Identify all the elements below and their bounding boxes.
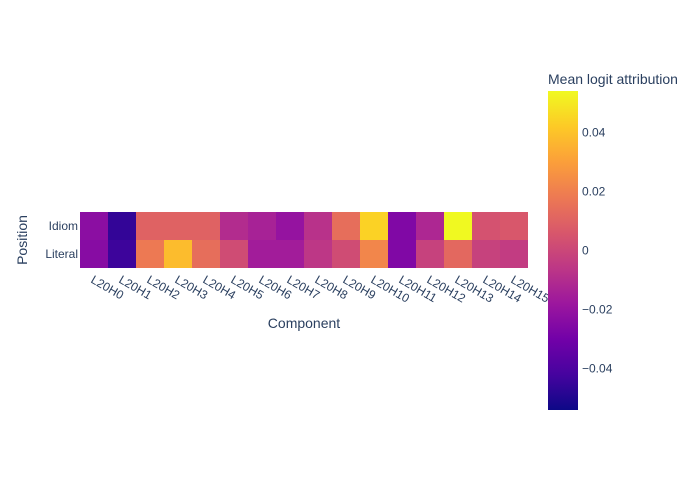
heatmap-cell-literal-l20h7 xyxy=(276,240,304,268)
heatmap-cell-literal-l20h8 xyxy=(304,240,332,268)
heatmap-cell-literal-l20h13 xyxy=(444,240,472,268)
heatmap-cell-literal-l20h5 xyxy=(220,240,248,268)
heatmap-cell-idiom-l20h3 xyxy=(164,212,192,240)
heatmap-cell-literal-l20h9 xyxy=(332,240,360,268)
heatmap-cell-idiom-l20h6 xyxy=(248,212,276,240)
heatmap-cell-literal-l20h4 xyxy=(192,240,220,268)
heatmap-cell-literal-l20h10 xyxy=(360,240,388,268)
colorbar-tick-label: 0 xyxy=(582,244,589,258)
colorbar-tick-label: 0.02 xyxy=(582,184,606,198)
heatmap-cell-idiom-l20h12 xyxy=(416,212,444,240)
heatmap-cell-literal-l20h0 xyxy=(80,240,108,268)
heatmap-cell-literal-l20h11 xyxy=(388,240,416,268)
heatmap-cells xyxy=(80,212,528,268)
y-tick-labels: Idiom Literal xyxy=(45,219,78,261)
x-axis-title: Component xyxy=(268,315,340,331)
colorbar-ticks: 0.04 0.02 0 −0.02 −0.04 xyxy=(582,125,613,375)
heatmap-cell-literal-l20h3 xyxy=(164,240,192,268)
heatmap-cell-literal-l20h1 xyxy=(108,240,136,268)
heatmap-cell-idiom-l20h7 xyxy=(276,212,304,240)
heatmap-cell-literal-l20h2 xyxy=(136,240,164,268)
heatmap-cell-idiom-l20h5 xyxy=(220,212,248,240)
colorbar-gradient xyxy=(548,91,578,410)
heatmap-cell-idiom-l20h1 xyxy=(108,212,136,240)
heatmap-cell-idiom-l20h14 xyxy=(472,212,500,240)
heatmap-cell-idiom-l20h15 xyxy=(500,212,528,240)
heatmap-cell-idiom-l20h9 xyxy=(332,212,360,240)
heatmap-cell-idiom-l20h10 xyxy=(360,212,388,240)
heatmap-cell-idiom-l20h0 xyxy=(80,212,108,240)
heatmap-cell-literal-l20h12 xyxy=(416,240,444,268)
colorbar-tick-label: 0.04 xyxy=(582,125,606,139)
colorbar-tick-label: −0.02 xyxy=(582,303,613,317)
heatmap-cell-idiom-l20h11 xyxy=(388,212,416,240)
heatmap-cell-literal-l20h6 xyxy=(248,240,276,268)
heatmap-cell-literal-l20h15 xyxy=(500,240,528,268)
colorbar-title: Mean logit attribution xyxy=(548,71,678,87)
heatmap-cell-idiom-l20h13 xyxy=(444,212,472,240)
y-tick-label: Literal xyxy=(45,247,78,261)
y-axis-title: Position xyxy=(14,215,30,265)
heatmap-cell-idiom-l20h4 xyxy=(192,212,220,240)
y-tick-label: Idiom xyxy=(49,219,78,233)
heatmap-cell-idiom-l20h8 xyxy=(304,212,332,240)
heatmap-cell-idiom-l20h2 xyxy=(136,212,164,240)
colorbar-tick-label: −0.04 xyxy=(582,362,613,376)
colorbar: 0.04 0.02 0 −0.02 −0.04 xyxy=(548,91,613,410)
heatmap-cell-literal-l20h14 xyxy=(472,240,500,268)
x-tick-labels: L20H0L20H1L20H2L20H3L20H4L20H5L20H6L20H7… xyxy=(89,272,553,305)
